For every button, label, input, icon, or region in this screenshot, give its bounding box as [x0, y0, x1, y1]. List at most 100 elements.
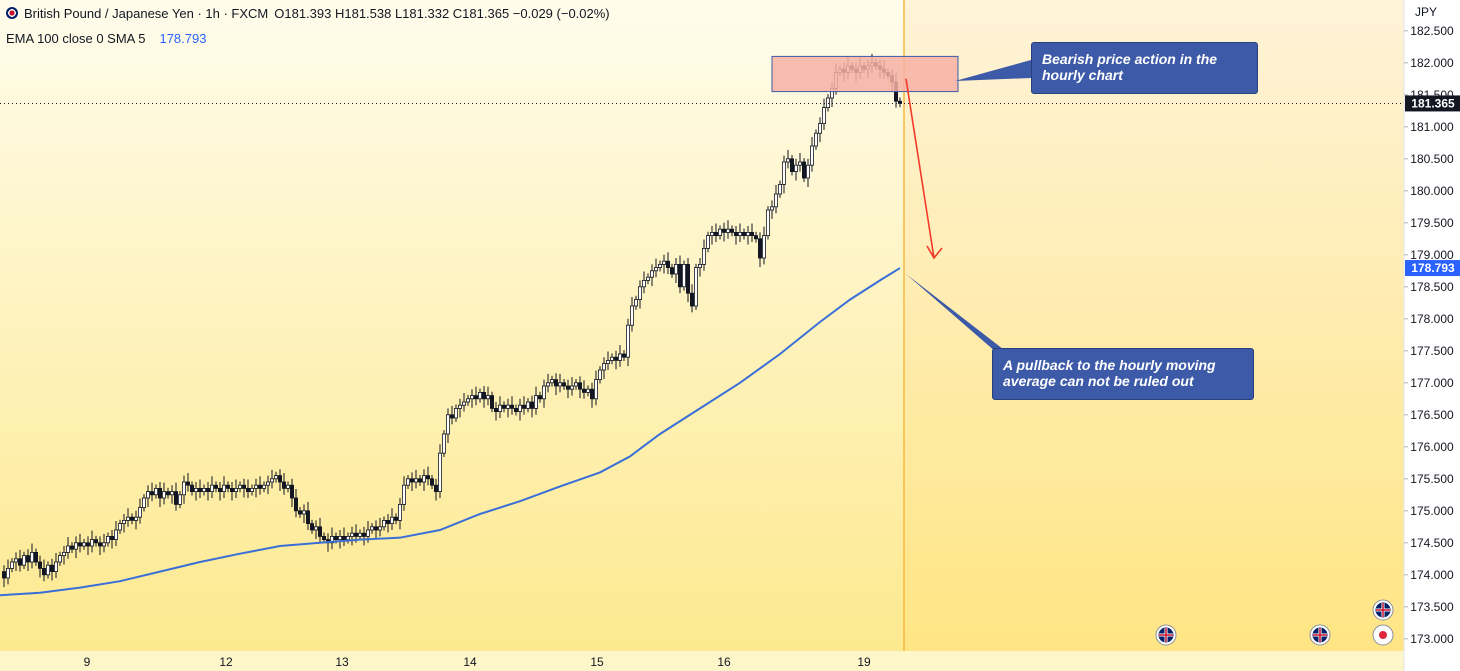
candle-body[interactable]	[626, 324, 631, 358]
candle-body[interactable]	[46, 564, 51, 576]
candle-body[interactable]	[493, 407, 498, 412]
candle-body[interactable]	[538, 395, 543, 400]
candle-body[interactable]	[78, 542, 83, 547]
bearish-callout[interactable]: Bearish price action in the hourly chart	[1031, 42, 1258, 94]
candle-body[interactable]	[746, 231, 751, 236]
candle-body[interactable]	[2, 571, 7, 579]
candle-body[interactable]	[738, 231, 743, 236]
candle-body[interactable]	[730, 228, 735, 233]
candle-body[interactable]	[662, 260, 667, 265]
symbol-legend[interactable]: British Pound / Japanese Yen · 1h · FXCM…	[6, 6, 610, 21]
candle-body[interactable]	[377, 526, 382, 531]
candle-body[interactable]	[221, 484, 226, 493]
candle-body[interactable]	[225, 484, 230, 489]
candle-body[interactable]	[698, 263, 703, 268]
candle-body[interactable]	[381, 520, 386, 528]
candle-body[interactable]	[718, 228, 723, 236]
time-axis-area[interactable]	[0, 651, 1404, 671]
candle-body[interactable]	[365, 529, 370, 537]
candle-body[interactable]	[405, 478, 410, 486]
candle-body[interactable]	[762, 235, 767, 259]
candle-body[interactable]	[666, 260, 671, 269]
candle-body[interactable]	[397, 503, 402, 521]
candle-body[interactable]	[229, 487, 234, 492]
candle-body[interactable]	[349, 532, 354, 537]
pullback-callout[interactable]: A pullback to the hourly moving average …	[992, 348, 1254, 400]
candle-body[interactable]	[90, 539, 95, 547]
candle-body[interactable]	[726, 228, 731, 233]
candle-body[interactable]	[602, 363, 607, 371]
candle-body[interactable]	[185, 481, 190, 486]
candle-body[interactable]	[770, 206, 775, 211]
candle-body[interactable]	[798, 161, 803, 166]
candle-body[interactable]	[145, 491, 150, 499]
candle-body[interactable]	[277, 475, 282, 483]
candle-body[interactable]	[409, 478, 414, 483]
candle-body[interactable]	[285, 484, 290, 489]
candle-body[interactable]	[822, 107, 827, 124]
candle-body[interactable]	[505, 404, 510, 409]
candle-body[interactable]	[582, 388, 587, 393]
candle-body[interactable]	[305, 510, 310, 524]
candle-body[interactable]	[437, 452, 442, 493]
candle-body[interactable]	[70, 545, 75, 550]
candle-body[interactable]	[413, 478, 418, 483]
candle-body[interactable]	[269, 478, 274, 483]
candle-body[interactable]	[9, 561, 14, 569]
candle-body[interactable]	[421, 475, 426, 483]
candle-body[interactable]	[425, 475, 430, 480]
candle-body[interactable]	[321, 536, 326, 541]
candle-body[interactable]	[373, 526, 378, 531]
candle-body[interactable]	[501, 404, 506, 409]
candle-body[interactable]	[401, 484, 406, 505]
candle-body[interactable]	[790, 158, 795, 173]
candle-body[interactable]	[106, 536, 111, 544]
candle-body[interactable]	[205, 487, 210, 492]
candle-body[interactable]	[161, 491, 166, 499]
candle-body[interactable]	[193, 487, 198, 492]
candle-body[interactable]	[201, 487, 206, 492]
candle-body[interactable]	[21, 555, 26, 566]
candle-body[interactable]	[86, 542, 91, 547]
candle-body[interactable]	[297, 510, 302, 515]
candle-body[interactable]	[137, 507, 142, 518]
candle-body[interactable]	[189, 484, 194, 493]
candle-body[interactable]	[514, 407, 519, 412]
candle-body[interactable]	[169, 491, 174, 496]
candle-body[interactable]	[369, 526, 374, 531]
candle-body[interactable]	[341, 536, 346, 541]
candle-body[interactable]	[233, 487, 238, 492]
candle-body[interactable]	[281, 481, 286, 489]
candle-body[interactable]	[814, 132, 819, 147]
candle-body[interactable]	[385, 520, 390, 525]
candle-body[interactable]	[13, 558, 18, 563]
candle-body[interactable]	[534, 395, 539, 409]
candle-body[interactable]	[618, 353, 623, 361]
candle-body[interactable]	[249, 487, 254, 492]
candle-body[interactable]	[74, 542, 79, 550]
candle-body[interactable]	[66, 545, 71, 553]
candle-body[interactable]	[94, 539, 99, 544]
candle-body[interactable]	[702, 247, 707, 265]
candle-body[interactable]	[686, 263, 691, 294]
candle-body[interactable]	[337, 536, 342, 541]
candle-body[interactable]	[445, 414, 450, 435]
candle-body[interactable]	[562, 382, 567, 387]
candle-body[interactable]	[654, 267, 659, 272]
candle-body[interactable]	[361, 532, 366, 537]
candle-body[interactable]	[357, 532, 362, 537]
candle-body[interactable]	[25, 555, 30, 563]
candle-body[interactable]	[594, 379, 599, 400]
candle-body[interactable]	[497, 404, 502, 413]
candle-body[interactable]	[273, 475, 278, 480]
candle-body[interactable]	[181, 481, 186, 496]
candle-body[interactable]	[578, 382, 583, 390]
candle-body[interactable]	[550, 379, 555, 384]
candle-body[interactable]	[606, 359, 611, 364]
candle-body[interactable]	[634, 299, 639, 307]
candle-body[interactable]	[546, 382, 551, 387]
candle-body[interactable]	[417, 478, 422, 483]
candle-body[interactable]	[313, 526, 318, 531]
candle-body[interactable]	[509, 404, 514, 409]
